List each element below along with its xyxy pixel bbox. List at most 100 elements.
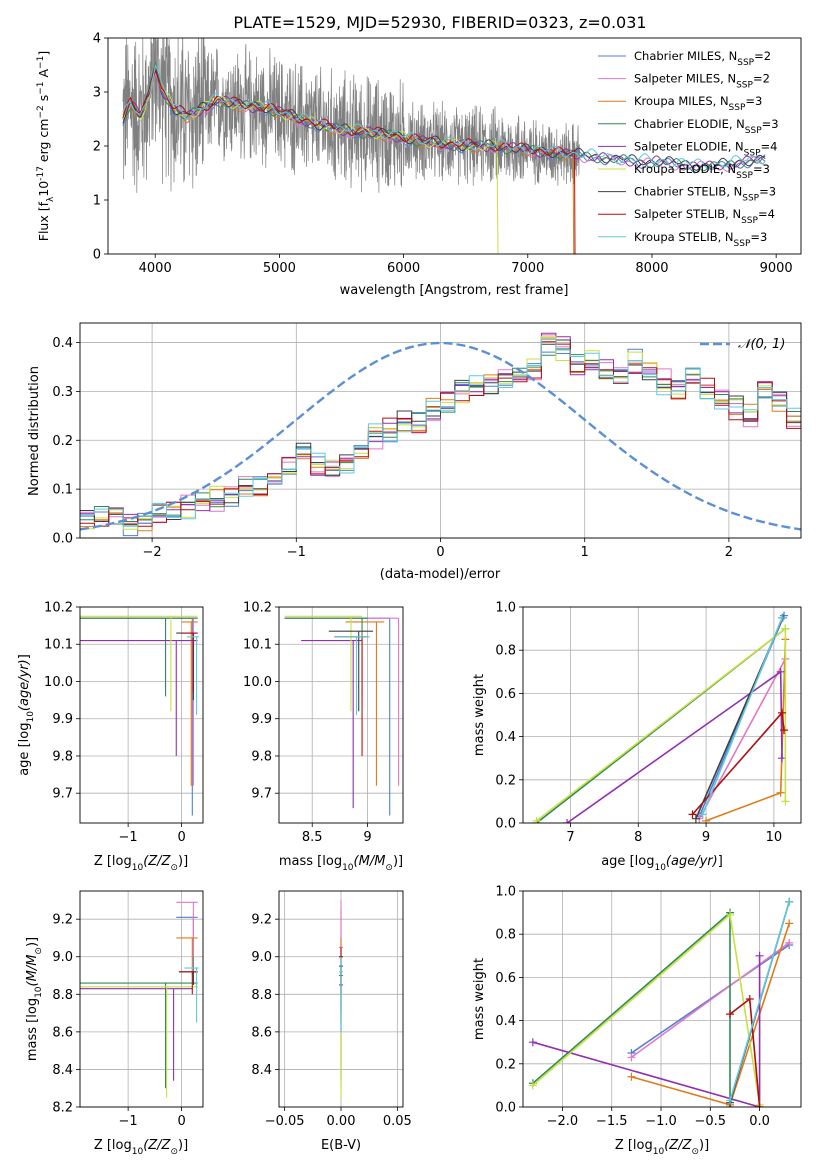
x-tick-label: −1.5 bbox=[596, 1114, 628, 1129]
y-tick-label: 9.9 bbox=[52, 712, 73, 727]
plus-marker bbox=[785, 938, 794, 947]
data-point-5 bbox=[80, 988, 193, 1081]
plus-marker bbox=[778, 708, 787, 717]
axes-frame bbox=[278, 606, 404, 824]
weight-series-5 bbox=[563, 667, 787, 823]
data-point-5 bbox=[301, 639, 363, 809]
axes-weight-vs-Z: −2.0 −1.5 −1.0 −0.5 0.0 0.0 0.2 0.4 0.6 0.8 1.0 bbox=[495, 885, 802, 1129]
residual-x-label: (data-model)/error bbox=[380, 567, 501, 582]
plus-marker bbox=[528, 1081, 537, 1090]
y-tick-label: 0.8 bbox=[495, 644, 516, 659]
axes-age-vs-Z: −1 0 9.7 9.8 9.9 10.0 10.1 10.2 bbox=[44, 601, 204, 845]
spectrum-x-label: wavelength [Angstrom, rest frame] bbox=[340, 283, 569, 298]
residual-histogram-5 bbox=[80, 332, 801, 524]
y-tick-label: 0.0 bbox=[495, 1101, 516, 1116]
axes-residuals: −2 −1 0 1 2 0.0 0.1 0.2 0.3 0.4 𝒩(0, 1) bbox=[52, 322, 802, 560]
y-tick-label: 10.0 bbox=[44, 675, 73, 690]
x-tick-label: 0.0 bbox=[749, 1114, 770, 1129]
weight-series-9 bbox=[698, 613, 787, 819]
y-tick-label: 0.3 bbox=[52, 385, 73, 400]
x-tick-label: −1 bbox=[119, 830, 138, 845]
x-tick-label: 0 bbox=[177, 830, 185, 845]
y-tick-label: 0.0 bbox=[495, 817, 516, 832]
spectrum-legend: Chabrier MILES, NSSP=2 Salpeter MILES, NS… bbox=[598, 49, 779, 249]
legend-entry: Kroupa MILES, NSSP=3 bbox=[634, 94, 762, 113]
data-point-9 bbox=[334, 636, 370, 715]
axes-frame bbox=[522, 890, 802, 1108]
y-tick-label: 8.2 bbox=[52, 1101, 73, 1116]
gridlines bbox=[80, 323, 801, 539]
plot-area bbox=[528, 897, 794, 1107]
age-vs-mass-x-label: mass [log10(M/M⊙)] bbox=[279, 854, 403, 873]
plus-marker bbox=[776, 667, 785, 676]
plus-marker bbox=[785, 897, 794, 906]
x-tick-label: 9000 bbox=[760, 261, 793, 276]
x-tick-label: 8 bbox=[634, 830, 642, 845]
x-tick-label: −1 bbox=[287, 545, 306, 560]
mass-vs-ebv-x-label: E(B-V) bbox=[321, 1138, 361, 1153]
model-spectrum-8 bbox=[122, 69, 576, 254]
residual-histogram-3 bbox=[80, 337, 801, 532]
weight-series-2 bbox=[627, 938, 794, 1062]
weight-vs-Z-y-label: mass weight bbox=[472, 958, 487, 1040]
y-tick-label: 9.2 bbox=[251, 913, 272, 928]
weight-line bbox=[729, 901, 790, 1101]
weight-series-5 bbox=[528, 951, 764, 1107]
plus-marker bbox=[532, 816, 541, 823]
x-tick-label: 8000 bbox=[635, 261, 668, 276]
plus-marker bbox=[627, 1053, 636, 1062]
data-point-7 bbox=[328, 630, 374, 712]
x-tick-label: 5000 bbox=[263, 261, 296, 276]
weight-line bbox=[630, 942, 790, 1058]
plus-marker bbox=[726, 1096, 735, 1105]
x-tick-label: −0.05 bbox=[265, 1114, 305, 1129]
residual-y-label: Normed distribution bbox=[27, 366, 42, 496]
x-tick-label: −2.0 bbox=[547, 1114, 579, 1129]
data-point-3 bbox=[176, 937, 198, 976]
weight-line bbox=[532, 955, 761, 1107]
y-tick-label: 9.7 bbox=[251, 787, 272, 802]
y-tick-label: 0.6 bbox=[495, 971, 516, 986]
y-tick-label: 8.8 bbox=[251, 988, 272, 1003]
weight-series-9 bbox=[726, 897, 794, 1105]
gridlines bbox=[279, 606, 403, 823]
y-tick-label: 0.2 bbox=[495, 1057, 516, 1072]
data-point-3 bbox=[181, 621, 198, 786]
plot-area bbox=[80, 901, 199, 1098]
mass-vs-Z-x-label: Z [log10(Z/Z⊙)] bbox=[94, 1138, 188, 1157]
x-tick-label: 9 bbox=[702, 830, 710, 845]
weight-line bbox=[532, 913, 761, 1105]
axes-spectrum: 4000 5000 6000 7000 8000 9000 0 1 2 3 4 Chabrier MI… bbox=[93, 32, 802, 276]
plus-marker bbox=[781, 624, 790, 633]
y-tick-label: 9.2 bbox=[52, 913, 73, 928]
residual-histogram-4 bbox=[80, 348, 801, 525]
data-point-6 bbox=[80, 986, 198, 1098]
plot-area bbox=[122, 38, 766, 254]
y-tick-label: 0.4 bbox=[52, 336, 73, 351]
axes-frame bbox=[79, 890, 204, 1108]
weight-series-6 bbox=[528, 910, 764, 1107]
x-tick-label: 4000 bbox=[139, 261, 172, 276]
plus-marker bbox=[755, 951, 764, 960]
data-point-8 bbox=[178, 971, 198, 995]
plus-marker bbox=[691, 814, 700, 823]
plot-area bbox=[284, 615, 400, 816]
y-tick-label: 8.6 bbox=[251, 1025, 272, 1040]
y-tick-label: 9.8 bbox=[52, 749, 73, 764]
residual-histogram-1 bbox=[80, 348, 801, 537]
y-tick-label: 0.4 bbox=[495, 730, 516, 745]
y-tick-label: 9.8 bbox=[251, 749, 272, 764]
weight-line bbox=[698, 658, 787, 820]
data-point-1 bbox=[284, 617, 391, 816]
data-point-8 bbox=[181, 632, 198, 693]
plus-marker bbox=[781, 797, 790, 806]
legend-entry: Chabrier ELODIE, NSSP=3 bbox=[634, 117, 779, 136]
legend-entry: Kroupa ELODIE, NSSP=3 bbox=[634, 162, 770, 181]
x-tick-label: −1 bbox=[119, 1114, 138, 1129]
plus-marker bbox=[688, 810, 697, 819]
y-tick-label: 10.2 bbox=[44, 601, 73, 616]
age-vs-Z-y-label: age [log10(age/yr)] bbox=[17, 654, 36, 776]
y-tick-label: 8.8 bbox=[52, 988, 73, 1003]
plus-marker bbox=[785, 919, 794, 928]
